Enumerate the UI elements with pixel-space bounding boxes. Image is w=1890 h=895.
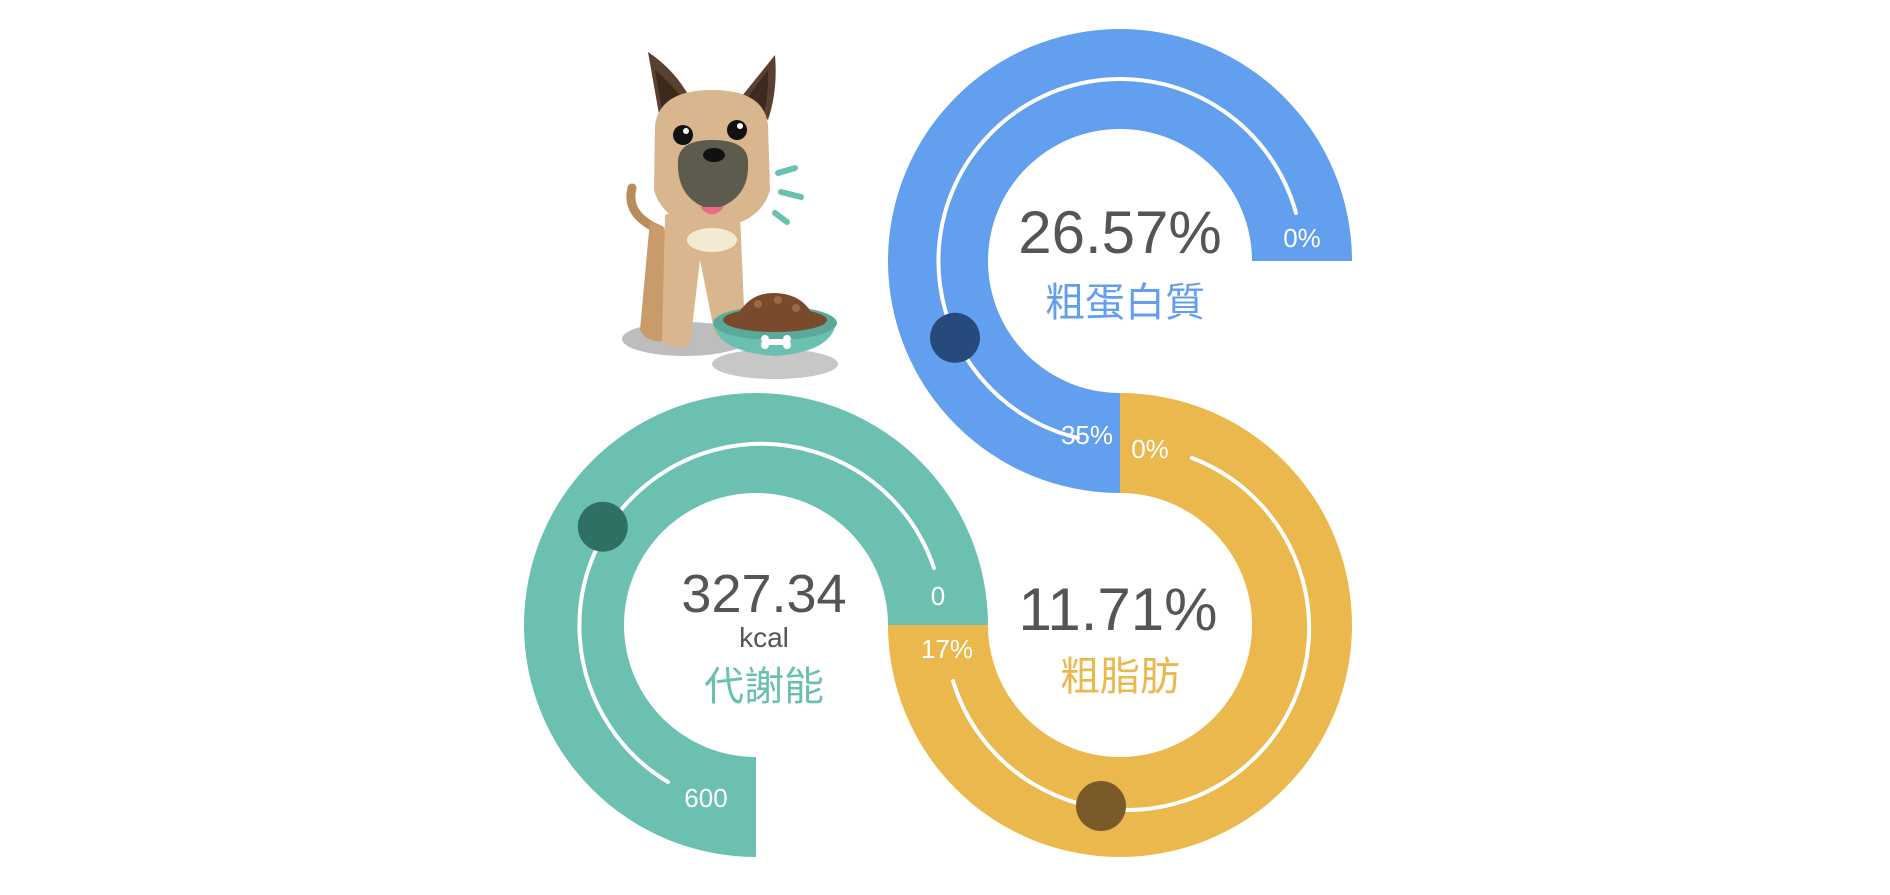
gauge-energy-knob	[577, 501, 628, 552]
gauge-protein-value: 26.57%	[1018, 199, 1222, 266]
gauge-fat-band	[888, 393, 1352, 857]
dog-with-food-bowl-icon	[622, 52, 838, 379]
gauge-energy-track-line	[577, 441, 936, 784]
gauge-protein-knob	[930, 312, 980, 363]
gauge-protein-max-label: 35%	[1061, 420, 1113, 450]
gauge-energy-max-label: 600	[684, 783, 727, 813]
gauge-fat-value: 11.71%	[1018, 576, 1217, 643]
gauge-fat-label: 粗脂肪	[1060, 655, 1180, 699]
gauge-protein-label: 粗蛋白質	[1045, 281, 1205, 325]
gauge-energy-unit: kcal	[739, 622, 789, 653]
gauge-energy: 327.34 kcal 代謝能 0 600	[524, 393, 988, 857]
gauge-protein-band	[888, 29, 1352, 493]
gauge-protein: 26.57% 粗蛋白質 0% 35%	[888, 29, 1352, 493]
gauge-energy-value: 327.34	[681, 564, 846, 624]
gauge-fat-knob	[1076, 781, 1126, 831]
gauge-energy-band	[524, 393, 988, 857]
gauge-fat: 11.71% 粗脂肪 0% 17%	[888, 393, 1352, 857]
gauge-fat-min-label: 0%	[1131, 434, 1169, 464]
gauge-fat-track-line	[951, 456, 1312, 813]
gauge-protein-min-label: 0%	[1283, 223, 1321, 253]
gauge-energy-label: 代謝能	[704, 665, 824, 709]
gauge-protein-track-line	[936, 77, 1298, 440]
gauge-energy-min-label: 0	[931, 581, 945, 611]
gauge-fat-max-label: 17%	[921, 634, 973, 664]
